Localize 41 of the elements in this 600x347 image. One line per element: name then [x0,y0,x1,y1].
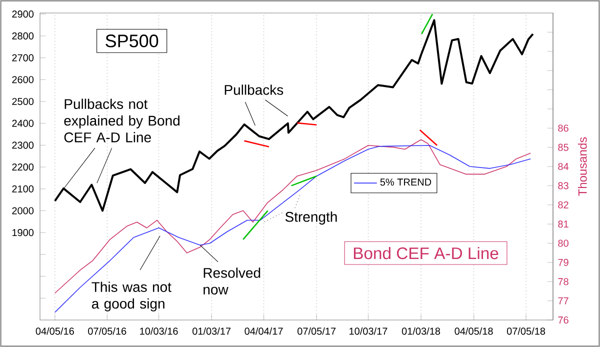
y-tick-label: 2400 [12,120,34,127]
y2-tick-label: 81 [558,220,568,228]
y2-tick-label: 82 [558,201,568,208]
y-tick-label: 2500 [12,98,34,106]
y-tick-label: 2100 [12,185,34,192]
y-tick-label: 2900 [12,10,34,18]
x-tick-label: 01/03/17 [192,327,231,335]
y2-tick-label: 86 [558,124,568,132]
y2-tick-label: 77 [558,297,568,304]
x-tick-label: 07/05/17 [298,327,336,335]
text: SP500 [106,34,158,48]
annotation: Strength [285,212,337,225]
y-tick-label: 2800 [12,32,34,40]
x-tick-label: 04/04/17 [244,327,283,335]
y-tick-label: 2700 [12,54,34,62]
y2-tick-label: 79 [558,258,568,266]
y2-tick-label: 84 [558,162,569,170]
annotation: Pullbacks not explained by Bond CEF A-D Line [64,98,180,142]
y2-tick-label: 80 [558,240,568,247]
x-tick-label: 07/05/16 [88,327,126,335]
y2-tick-label: 76 [558,316,568,324]
x-tick-label: 07/05/18 [506,327,546,335]
x-tick-label: 04/05/16 [36,327,74,335]
y-tick-label: 2600 [12,76,34,84]
annotation: Resolved now [204,268,260,295]
y-tick-label: 2000 [12,207,34,214]
x-tick-label: 10/03/17 [350,327,388,335]
y-tick-label: 1900 [12,229,34,236]
y2-tick-label: 83 [558,182,568,190]
y-tick-label: 2200 [12,164,34,171]
text: Bond CEF A-D Line [354,246,498,260]
y-tick-label: 2300 [12,142,34,149]
legend-label: 5% TREND [380,178,432,186]
x-tick-label: 01/03/18 [402,327,440,335]
y2-tick-label: 78 [558,278,568,286]
x-tick-label: 04/05/18 [454,327,493,335]
annotation: Pullbacks [224,84,284,95]
x-tick-label: 10/03/16 [140,327,178,335]
y2-tick-label: 85 [558,144,568,151]
annotation: This was not a good sign [92,282,172,312]
y2-axis-title: Thousands [578,137,587,196]
